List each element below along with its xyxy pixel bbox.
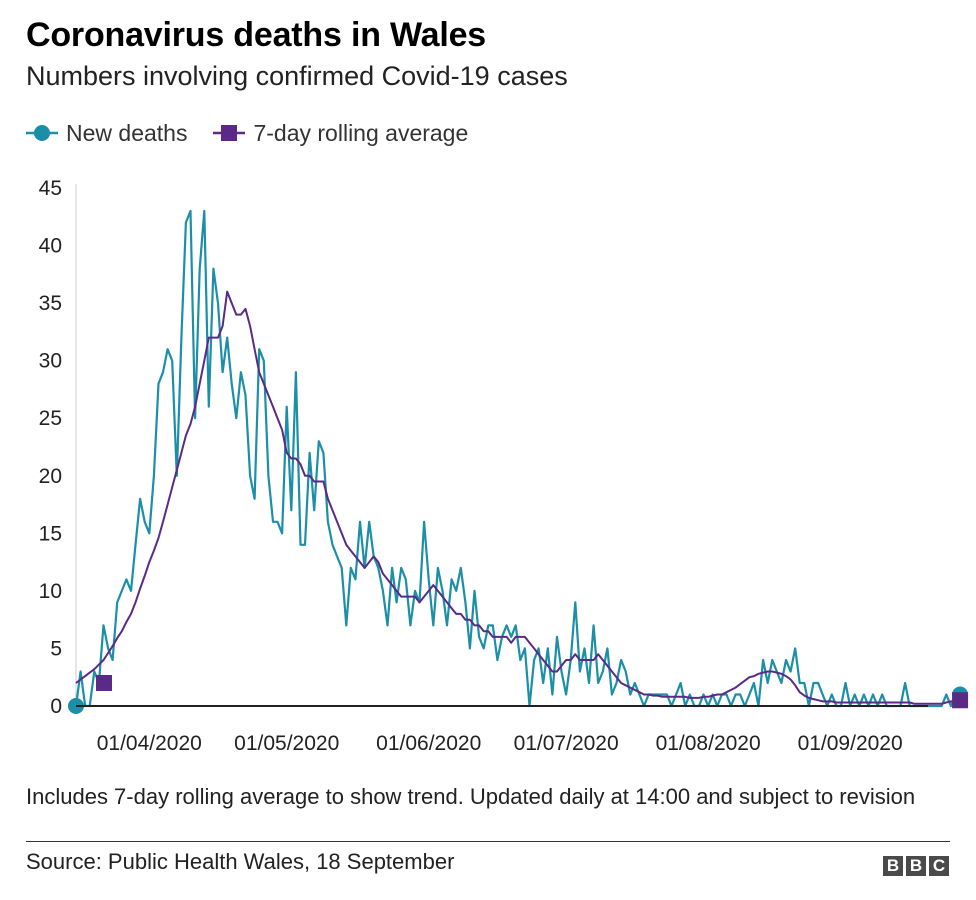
bbc-logo-block: B [906,856,926,876]
y-tick-label: 45 [39,177,62,200]
x-tick-label: 01/07/2020 [514,732,619,755]
rolling-average-end-marker [952,692,969,709]
x-tick-label: 01/08/2020 [656,732,761,755]
y-tick-label: 25 [39,407,62,430]
x-tick-label: 01/09/2020 [798,732,903,755]
legend-label-rolling-average: 7-day rolling average [253,119,469,146]
series-line-rolling-average [75,290,961,705]
y-axis: 0 5 10 15 20 25 30 35 40 45 [39,177,62,718]
chart-subtitle: Numbers involving confirmed Covid-19 cas… [26,61,568,91]
y-tick-label: 5 [50,637,62,660]
legend-circle-icon [26,125,58,141]
x-tick-label: 01/05/2020 [234,732,339,755]
chart-title: Coronavirus deaths in Wales [26,16,487,54]
y-tick-label: 20 [39,465,62,488]
x-tick-label: 01/06/2020 [376,732,481,755]
x-axis: 01/04/2020 01/05/2020 01/06/2020 01/07/2020… [97,732,903,755]
y-tick-label: 30 [39,350,62,373]
legend-square-icon [213,125,246,141]
legend-item-new-deaths: New deaths [24,120,187,147]
bbc-logo-block: B [883,856,903,876]
y-tick-label: 35 [39,292,62,315]
y-tick-label: 40 [39,235,62,258]
source-text: Source: Public Health Wales, 18 Septembe… [26,849,455,874]
footer-divider [26,841,950,842]
y-tick-label: 15 [39,522,62,545]
series-line-new-deaths [74,209,961,708]
rolling-average-start-marker [96,674,112,691]
legend-label-new-deaths: New deaths [66,119,188,146]
legend: New deaths 7-day rolling average [24,117,492,149]
x-tick-label: 01/04/2020 [97,732,202,755]
bbc-logo-block: C [929,856,949,876]
y-tick-label: 10 [39,580,62,603]
chart-note: Includes 7-day rolling average to show t… [26,784,916,809]
series-layer [68,209,969,714]
legend-item-rolling-average: 7-day rolling average [211,120,468,147]
y-tick-label: 0 [50,695,62,718]
bbc-logo: B B C [880,856,949,876]
